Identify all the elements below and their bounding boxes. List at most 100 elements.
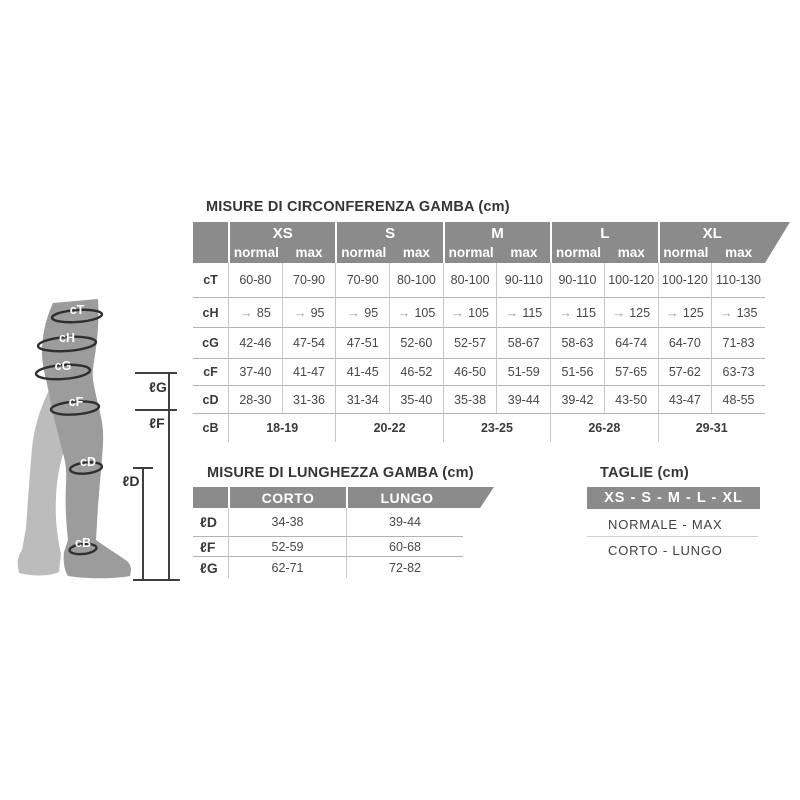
- subheader-label: normal: [556, 244, 602, 260]
- measurement-bands: [34, 308, 104, 556]
- subheader-label: max: [402, 244, 430, 260]
- table-cell: 39-42: [550, 385, 604, 413]
- table-cell: 57-65: [603, 358, 658, 385]
- arrow-right-icon: →: [397, 305, 411, 320]
- band-labels: cT cH cG cF cD cB: [55, 303, 96, 550]
- back-leg-silhouette: [17, 388, 70, 576]
- size-label: XS: [272, 225, 293, 242]
- arrow-right-icon: →: [293, 305, 307, 320]
- table-cell: → 115: [550, 297, 604, 327]
- band-label-cB: cB: [75, 536, 91, 550]
- size-label: L: [600, 225, 610, 242]
- table-cell: 62-71: [228, 556, 346, 578]
- front-leg-silhouette: [42, 299, 131, 579]
- cell-value: 85: [256, 305, 271, 320]
- length-table-header: CORTO LUNGO: [193, 487, 494, 508]
- subheader-label: normal: [448, 244, 494, 260]
- table-cell: 41-47: [281, 358, 336, 385]
- table-cell: 71-83: [711, 327, 765, 358]
- row-label: cT: [203, 273, 218, 287]
- band-cH: [36, 335, 98, 353]
- subheader-label: max: [617, 244, 645, 260]
- subheader-label: max: [295, 244, 323, 260]
- cell-value: 115: [576, 305, 596, 320]
- table-cell: → 135: [711, 297, 765, 327]
- table-cell: 42-46: [228, 327, 282, 358]
- table-cell: 80-100: [389, 263, 443, 297]
- size-group-header: XS normal max: [228, 222, 336, 263]
- row-label: cG: [193, 327, 228, 358]
- length-marker-labels: ℓG ℓF ℓD: [123, 379, 167, 489]
- sizes-divider: [587, 536, 758, 537]
- length-table-body: ℓD 34-38 39-44 ℓF 52-59 60-68 ℓG 62-71 72-82: [193, 508, 463, 578]
- table-cell: 72-82: [346, 556, 463, 578]
- table-cell: 58-67: [496, 327, 551, 358]
- row-label: ℓF: [193, 536, 228, 556]
- subheader-row: normal max: [337, 241, 442, 263]
- arrow-right-icon: →: [505, 305, 519, 320]
- band-label-cF: cF: [69, 395, 84, 409]
- arrow-right-icon: →: [239, 305, 253, 320]
- band-cT: [50, 308, 104, 324]
- table-cell: → 95: [281, 297, 336, 327]
- arrow-right-icon: →: [559, 305, 572, 320]
- row-label: ℓD: [200, 514, 217, 530]
- table-cell: 64-70: [657, 327, 712, 358]
- sizes-panel-title: TAGLIE (cm): [600, 465, 689, 481]
- table-cell: 35-38: [442, 385, 497, 413]
- subheader-label: normal: [663, 244, 709, 260]
- table-cell: 90-110: [496, 263, 550, 297]
- table-cell-span: 18-19: [228, 413, 336, 442]
- table-cell: → 105: [442, 297, 497, 327]
- size-label: M: [491, 225, 504, 242]
- table-cell: 48-55: [711, 385, 765, 413]
- arrow-right-icon: →: [612, 305, 626, 320]
- table-cell: → 95: [335, 297, 390, 327]
- table-cell-span: 20-22: [335, 413, 443, 442]
- arrow-right-icon: →: [347, 305, 361, 320]
- table-cell: 90-110: [550, 263, 604, 297]
- length-measure-lines: [133, 372, 180, 581]
- marker-lF: ℓF: [149, 415, 165, 431]
- band-cD: [68, 461, 104, 475]
- table-cell: → 125: [657, 297, 712, 327]
- band-label-cG: cG: [55, 359, 72, 373]
- subheader-label: normal: [233, 244, 279, 260]
- table-cell-span: 29-31: [657, 413, 765, 442]
- size-label: XL: [702, 225, 722, 242]
- table-cell-span: 26-28: [550, 413, 658, 442]
- header-slant-edge: [765, 222, 790, 263]
- subheader-row: normal max: [552, 241, 657, 263]
- size-label: S: [385, 225, 396, 242]
- arrow-right-icon: →: [665, 305, 679, 320]
- length-header-lungo: LUNGO: [346, 487, 480, 508]
- table-cell: 60-68: [346, 536, 463, 556]
- cell-value: 135: [736, 305, 758, 320]
- table-cell: 47-51: [335, 327, 390, 358]
- table-cell: 100-120: [603, 263, 658, 297]
- subheader-label: normal: [341, 244, 387, 260]
- table-cell: 28-30: [228, 385, 282, 413]
- table-cell: 52-60: [389, 327, 443, 358]
- length-header-corto: CORTO: [228, 487, 346, 508]
- sizes-corto-lungo: CORTO - LUNGO: [608, 543, 723, 558]
- table-cell: 43-47: [657, 385, 712, 413]
- cell-value: 95: [310, 305, 325, 320]
- table-cell: 41-45: [335, 358, 390, 385]
- arrow-right-icon: →: [719, 305, 733, 320]
- subheader-row: normal max: [660, 241, 765, 263]
- table-cell: 46-50: [442, 358, 497, 385]
- sizes-normale-max: NORMALE - MAX: [608, 517, 723, 532]
- row-label: cD: [193, 385, 228, 413]
- subheader-row: normal max: [445, 241, 550, 263]
- table-cell: → 85: [228, 297, 282, 327]
- table-cell: 39-44: [496, 385, 551, 413]
- table-cell: 64-74: [603, 327, 658, 358]
- table-cell: 70-90: [281, 263, 336, 297]
- header-corner-cell: [193, 222, 228, 263]
- table-cell: 58-63: [550, 327, 604, 358]
